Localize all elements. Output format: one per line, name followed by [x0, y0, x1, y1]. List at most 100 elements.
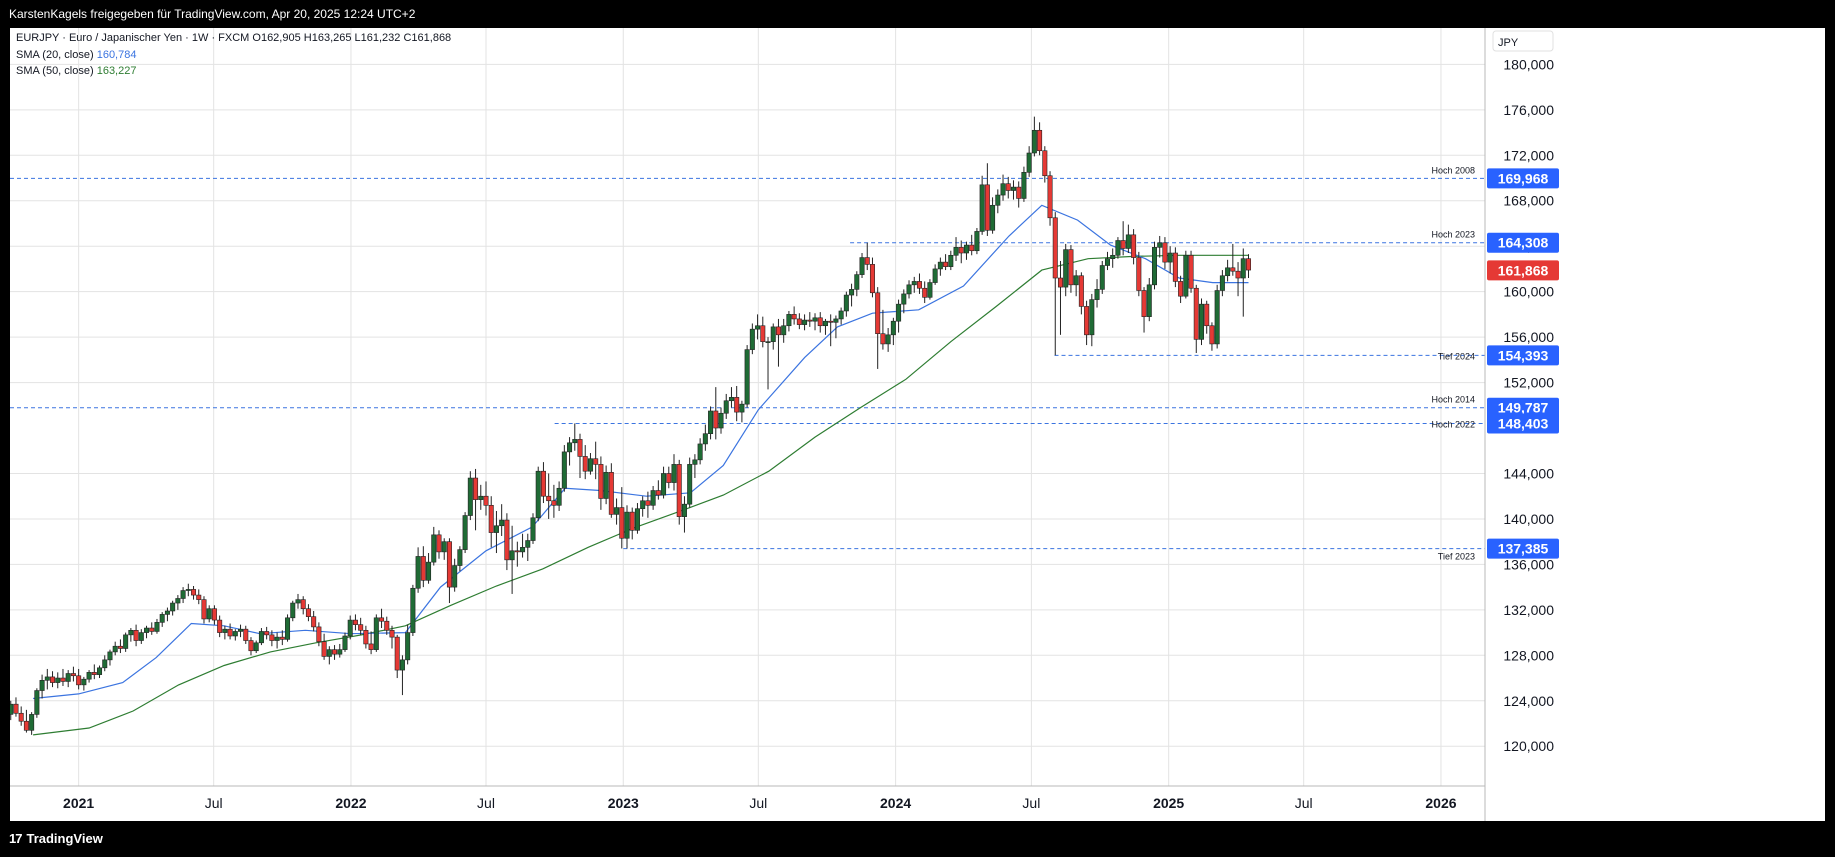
- tradingview-logo-icon: 17: [9, 831, 23, 846]
- candle-body: [1063, 249, 1069, 288]
- candle-body: [1209, 325, 1215, 345]
- candle: [916, 273, 922, 294]
- candle-body: [603, 472, 609, 499]
- candle: [144, 625, 150, 639]
- candle-body: [399, 659, 405, 671]
- time-axis-label: 2025: [1153, 795, 1184, 811]
- candle: [211, 605, 217, 625]
- candle: [337, 643, 343, 658]
- candle-body: [953, 247, 959, 256]
- candle: [1000, 174, 1006, 201]
- time-axis-label: Jul: [749, 795, 767, 811]
- time-axis-label: Jul: [1022, 795, 1040, 811]
- candle: [493, 510, 499, 554]
- candle: [1078, 272, 1084, 315]
- candle-body: [253, 642, 259, 652]
- candle: [598, 456, 604, 510]
- candle: [1021, 166, 1027, 202]
- price-axis-label: 160,000: [1503, 284, 1554, 300]
- candle-body: [316, 626, 322, 642]
- candle-body: [520, 547, 526, 553]
- candle-body: [770, 326, 776, 342]
- candle-body: [196, 594, 202, 600]
- candle-body: [916, 281, 922, 289]
- candle-body: [102, 659, 108, 669]
- candle-body: [86, 672, 92, 680]
- candle-body: [368, 643, 374, 650]
- candle-body: [822, 320, 828, 327]
- candle-body: [206, 608, 212, 620]
- candle: [1094, 279, 1100, 308]
- chart-area[interactable]: Hoch 2008 Hoch 2023 Tief 2024 Hoch 2014 Hoch…: [8, 28, 1825, 821]
- candle-body: [749, 328, 755, 350]
- candle-body: [943, 261, 949, 267]
- candle-body: [180, 590, 186, 599]
- indicator-name: SMA (50, close): [16, 65, 97, 77]
- candle: [1131, 229, 1137, 265]
- candle-body: [285, 617, 291, 640]
- candle: [112, 641, 118, 656]
- candle: [279, 630, 285, 646]
- tradingview-logo[interactable]: 17 TradingView: [9, 831, 103, 846]
- candle-body: [849, 289, 855, 296]
- candle: [614, 498, 620, 525]
- candle-body: [1120, 240, 1126, 249]
- candle: [1084, 300, 1090, 346]
- candle: [974, 228, 980, 255]
- price-axis-label: 176,000: [1503, 102, 1554, 118]
- candle-body: [321, 641, 327, 657]
- candle-body: [128, 630, 134, 636]
- candle-body: [175, 598, 181, 604]
- candle: [1141, 287, 1147, 333]
- level-price-tag: 148,403: [1498, 415, 1549, 431]
- candle-body: [885, 334, 891, 345]
- candle: [1110, 248, 1116, 268]
- candle: [76, 668, 82, 690]
- candle: [587, 453, 593, 475]
- candle-body: [144, 627, 150, 633]
- candle: [274, 632, 280, 649]
- candle: [347, 615, 353, 640]
- candle: [102, 655, 108, 672]
- candle-body: [211, 608, 217, 621]
- candle: [446, 538, 452, 604]
- candle-body: [13, 703, 19, 714]
- candle: [342, 632, 348, 652]
- candle: [363, 625, 369, 649]
- candle: [258, 628, 264, 646]
- candle-body: [97, 667, 103, 675]
- currency-button[interactable]: [1492, 30, 1554, 52]
- candle: [948, 250, 954, 271]
- candle-body: [81, 678, 87, 686]
- candle: [781, 318, 787, 343]
- candle-body: [1016, 186, 1022, 199]
- candle: [316, 622, 322, 647]
- candle: [488, 496, 494, 548]
- indicator-value: 160,784: [97, 49, 137, 61]
- price-chart[interactable]: Hoch 2008 Hoch 2023 Tief 2024 Hoch 2014 Hoch…: [8, 28, 1825, 821]
- candle-body: [838, 310, 844, 320]
- candle: [655, 480, 661, 500]
- candle: [248, 637, 254, 656]
- candle: [201, 596, 207, 624]
- candle: [603, 465, 609, 505]
- candle-body: [614, 507, 620, 515]
- candle-body: [410, 587, 416, 633]
- last-price-tag: 161,868: [1498, 262, 1549, 278]
- legend-ohlc-l: L161,232: [355, 32, 404, 44]
- candle-body: [1047, 175, 1053, 219]
- candle: [530, 513, 536, 544]
- candle: [180, 587, 186, 604]
- candle-body: [1214, 290, 1220, 345]
- candle-body: [493, 525, 499, 533]
- legend-indicator: SMA (50, close) 163,227: [16, 65, 136, 77]
- candle: [608, 463, 614, 518]
- candle-body: [1245, 258, 1251, 271]
- indicator-name: SMA (20, close): [16, 49, 97, 61]
- level-price-tag: 137,385: [1498, 541, 1549, 557]
- candle: [1178, 275, 1184, 304]
- price-axis-label: 140,000: [1503, 511, 1554, 527]
- candle: [1183, 250, 1189, 299]
- candle: [389, 625, 395, 649]
- level-label: Hoch 2022: [1431, 419, 1475, 429]
